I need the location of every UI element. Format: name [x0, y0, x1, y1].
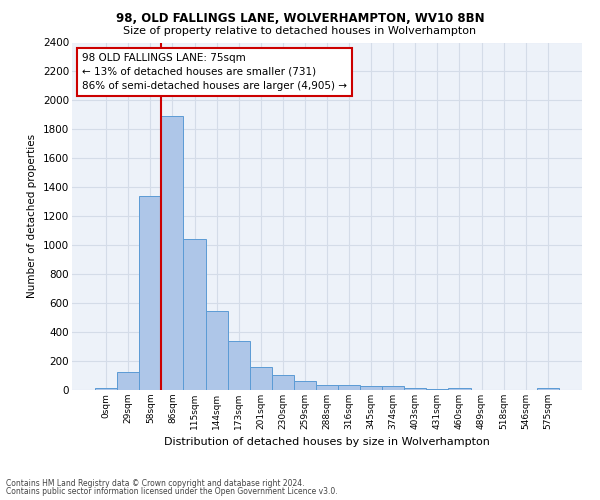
Bar	[95, 388, 117, 390]
X-axis label: Distribution of detached houses by size in Wolverhampton: Distribution of detached houses by size …	[164, 438, 490, 448]
Text: 98, OLD FALLINGS LANE, WOLVERHAMPTON, WV10 8BN: 98, OLD FALLINGS LANE, WOLVERHAMPTON, WV…	[116, 12, 484, 26]
Bar	[206, 311, 227, 390]
Bar	[117, 372, 139, 390]
Bar	[184, 238, 206, 390]
Bar	[360, 386, 382, 390]
Text: Size of property relative to detached houses in Wolverhampton: Size of property relative to detached ho…	[124, 26, 476, 36]
Bar	[448, 388, 470, 390]
Text: Contains HM Land Registry data © Crown copyright and database right 2024.: Contains HM Land Registry data © Crown c…	[6, 478, 305, 488]
Bar	[404, 388, 427, 390]
Bar	[227, 342, 250, 390]
Y-axis label: Number of detached properties: Number of detached properties	[28, 134, 37, 298]
Bar	[316, 385, 338, 390]
Bar	[272, 375, 294, 390]
Text: 98 OLD FALLINGS LANE: 75sqm
← 13% of detached houses are smaller (731)
86% of se: 98 OLD FALLINGS LANE: 75sqm ← 13% of det…	[82, 53, 347, 91]
Bar	[250, 367, 272, 390]
Bar	[537, 388, 559, 390]
Bar	[294, 382, 316, 390]
Text: Contains public sector information licensed under the Open Government Licence v3: Contains public sector information licen…	[6, 487, 338, 496]
Bar	[382, 386, 404, 390]
Bar	[161, 116, 184, 390]
Bar	[139, 196, 161, 390]
Bar	[338, 385, 360, 390]
